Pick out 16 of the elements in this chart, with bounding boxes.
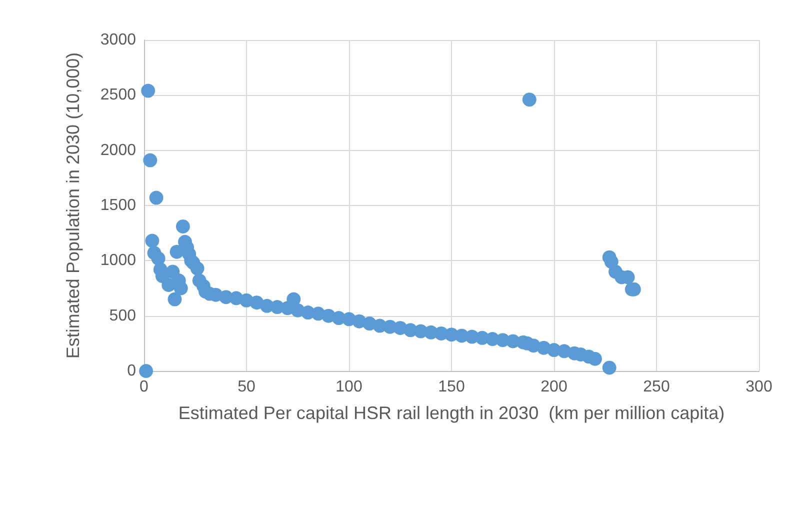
x-axis-title: Estimated Per capital HSR rail length in 2030 (km per million capita) [178,402,725,423]
y-tick-label: 1000 [100,252,136,270]
y-axis-title: Estimated Population in 2030 (10,000) [63,52,83,359]
x-tick-label: 200 [540,378,568,396]
y-tick-label: 3000 [100,32,136,48]
y-tick-label: 2500 [100,86,136,104]
x-tick-label: 300 [746,378,772,396]
x-tick-label: 0 [140,378,149,396]
y-tick-label: 0 [127,362,136,380]
x-tick-label: 50 [238,378,256,396]
y-tick-label: 500 [109,307,136,324]
x-tick-label: 150 [438,378,465,396]
x-tick-label: 100 [336,378,362,396]
x-tick-label: 250 [643,378,670,396]
y-tick-label: 2000 [100,142,136,159]
y-tick-label: 1500 [100,197,136,214]
